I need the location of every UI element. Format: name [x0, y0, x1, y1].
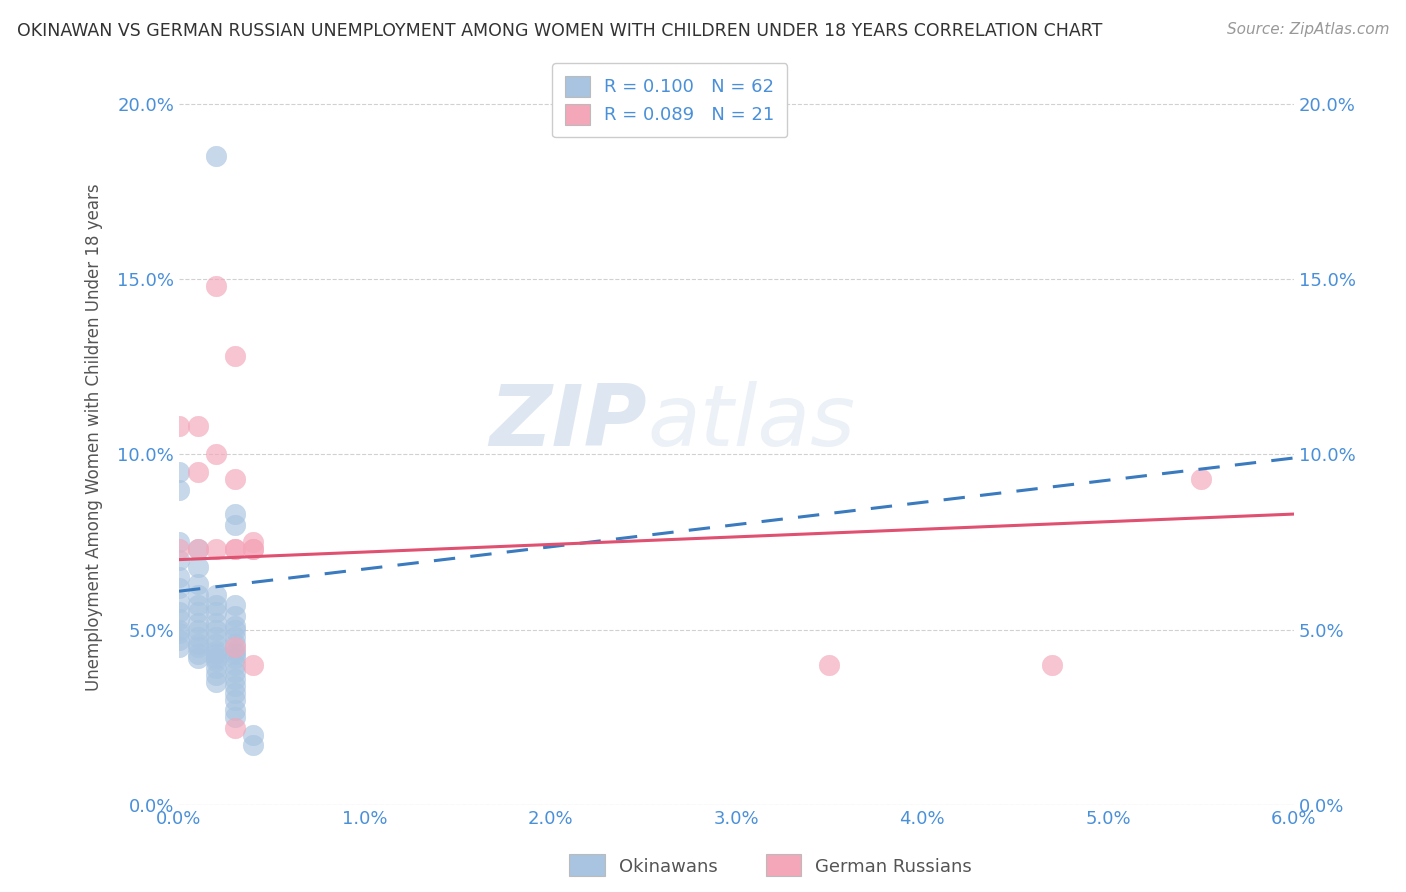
Point: [205, 599, 228, 613]
Point: [167, 633, 190, 648]
Text: German Russians: German Russians: [815, 858, 972, 876]
Point: [242, 542, 264, 557]
Point: [205, 447, 228, 461]
Point: [205, 615, 228, 630]
Y-axis label: Unemployment Among Women with Children Under 18 years: Unemployment Among Women with Children U…: [86, 183, 103, 690]
Text: Okinawans: Okinawans: [619, 858, 717, 876]
Point: [205, 637, 228, 651]
Point: [242, 657, 264, 672]
Point: [187, 419, 209, 434]
Point: [224, 472, 246, 486]
Point: [205, 661, 228, 675]
Point: [224, 542, 246, 557]
Point: [242, 535, 264, 549]
Point: [224, 672, 246, 686]
Point: [205, 644, 228, 658]
Point: [205, 630, 228, 644]
Point: [187, 599, 209, 613]
Point: [224, 542, 246, 557]
Point: [187, 648, 209, 662]
Point: [224, 640, 246, 655]
Point: [205, 675, 228, 690]
Point: [224, 637, 246, 651]
Point: [187, 577, 209, 591]
Point: [224, 644, 246, 658]
Point: [224, 517, 246, 532]
Point: [187, 650, 209, 665]
Point: [167, 623, 190, 637]
Point: [167, 605, 190, 619]
Point: [187, 465, 209, 479]
Point: [167, 465, 190, 479]
Point: [224, 686, 246, 700]
Point: [242, 542, 264, 557]
Text: Source: ZipAtlas.com: Source: ZipAtlas.com: [1226, 22, 1389, 37]
Point: [167, 595, 190, 609]
Point: [187, 637, 209, 651]
Point: [205, 654, 228, 668]
Point: [167, 552, 190, 566]
Legend: R = 0.100   N = 62, R = 0.089   N = 21: R = 0.100 N = 62, R = 0.089 N = 21: [553, 63, 787, 137]
Point: [224, 623, 246, 637]
Point: [224, 679, 246, 693]
Point: [167, 626, 190, 640]
Point: [1189, 472, 1212, 486]
Point: [187, 640, 209, 655]
Point: [242, 739, 264, 753]
Point: [224, 710, 246, 724]
Point: [167, 483, 190, 497]
Point: [167, 419, 190, 434]
Point: [224, 648, 246, 662]
Point: [167, 612, 190, 626]
Point: [205, 650, 228, 665]
Point: [224, 703, 246, 717]
Point: [167, 542, 190, 557]
Point: [187, 559, 209, 574]
Point: [167, 535, 190, 549]
Point: [205, 623, 228, 637]
Point: [205, 648, 228, 662]
Point: [167, 570, 190, 584]
Point: [224, 608, 246, 623]
Point: [224, 619, 246, 633]
Point: [187, 615, 209, 630]
Point: [224, 349, 246, 363]
Point: [224, 507, 246, 521]
Point: [818, 657, 841, 672]
Text: OKINAWAN VS GERMAN RUSSIAN UNEMPLOYMENT AMONG WOMEN WITH CHILDREN UNDER 18 YEARS: OKINAWAN VS GERMAN RUSSIAN UNEMPLOYMENT …: [17, 22, 1102, 40]
Point: [187, 542, 209, 557]
Point: [224, 693, 246, 707]
Point: [187, 542, 209, 557]
Point: [167, 581, 190, 595]
Point: [224, 650, 246, 665]
Point: [187, 630, 209, 644]
Point: [187, 588, 209, 602]
Point: [205, 605, 228, 619]
Point: [242, 728, 264, 742]
Point: [205, 668, 228, 682]
Point: [224, 599, 246, 613]
Point: [224, 721, 246, 735]
Point: [205, 279, 228, 293]
Point: [187, 623, 209, 637]
Point: [205, 542, 228, 557]
Point: [167, 640, 190, 655]
Point: [224, 630, 246, 644]
Point: [205, 588, 228, 602]
Text: atlas: atlas: [647, 381, 855, 464]
Point: [224, 665, 246, 679]
Point: [1042, 657, 1064, 672]
Text: ZIP: ZIP: [489, 381, 647, 464]
Point: [224, 657, 246, 672]
Point: [187, 605, 209, 619]
Point: [205, 149, 228, 163]
